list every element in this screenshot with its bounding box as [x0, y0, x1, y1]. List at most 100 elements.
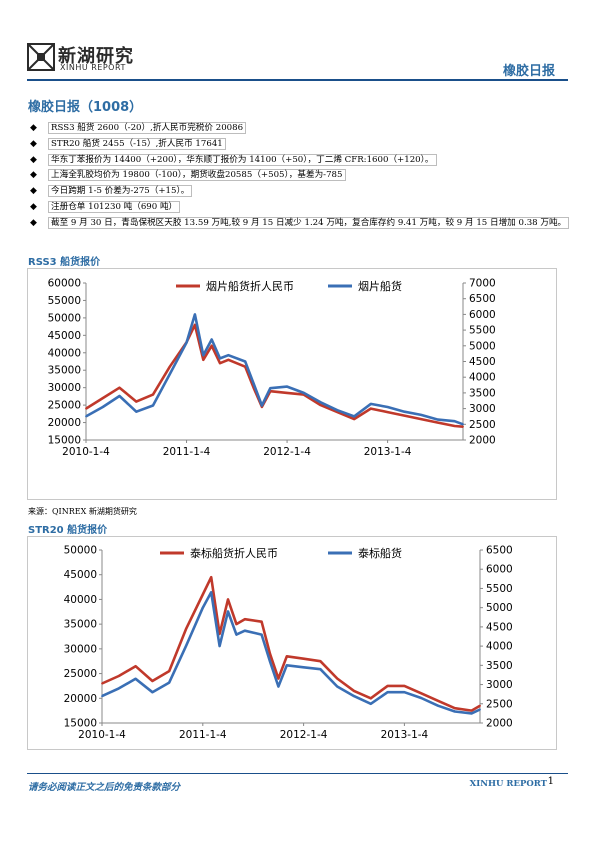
series-2-point	[336, 685, 339, 688]
series-2-point	[462, 423, 464, 426]
series-1-point	[151, 680, 154, 682]
footer-brand: XINHU REPORT	[469, 779, 547, 789]
series-2-point	[437, 418, 439, 421]
chart1-frame: 15000 20000 25000 30000 35000 40000 45000 50000…	[27, 268, 557, 500]
y-tick-label-right: 2500	[469, 419, 496, 431]
bullet-item: ◆ RSS3 船货 2600（-20）,折人民币完税价 20086	[30, 121, 570, 137]
str20-price-chart: 15000 20000 25000 30000 35000 40000 45000 50000…	[64, 545, 513, 742]
header-divider	[27, 79, 568, 81]
legend-label-2: 烟片船货	[358, 279, 402, 293]
series-2-point	[101, 406, 104, 408]
series-1-point	[135, 400, 138, 403]
y-tick-label-right: 7000	[469, 278, 496, 290]
series-1-point	[437, 421, 439, 424]
y-tick-label-right: 4500	[486, 621, 513, 633]
series-2-point	[185, 645, 187, 647]
series-1-point	[336, 677, 339, 680]
series-1-point	[302, 657, 305, 660]
bullet-item: ◆ 今日跨期 1-5 价差为-275（+15）。	[30, 184, 570, 200]
bullet-item: ◆ 注册仓单 101230 吨（690 吨）	[30, 200, 570, 216]
y-tick-label-left: 35000	[64, 619, 97, 631]
y-tick-label-left: 25000	[48, 400, 81, 412]
series-1-point	[269, 652, 271, 655]
series-2-point	[244, 360, 247, 363]
diamond-bullet-icon: ◆	[30, 154, 37, 165]
series-1-point	[210, 344, 213, 347]
series-1-point	[210, 576, 213, 579]
logo-text-en: XINHU REPORT	[60, 63, 126, 72]
diamond-bullet-icon: ◆	[30, 170, 37, 181]
chart2-section-label: STR20 船货报价	[28, 525, 108, 536]
series-1-point	[353, 418, 355, 420]
y-tick-label-right: 2500	[486, 698, 513, 710]
y-tick-label-right: 6000	[469, 309, 496, 321]
y-tick-label-right: 3000	[486, 679, 513, 691]
series-2-point	[227, 354, 230, 357]
series-1-point	[227, 358, 230, 361]
series-2-point	[453, 420, 456, 423]
series-line-1	[101, 575, 481, 712]
series-2-point	[135, 410, 138, 413]
y-tick-label-left: 40000	[64, 594, 97, 606]
series-1-point	[152, 393, 154, 396]
series-1-point	[420, 418, 422, 420]
series-2-point	[261, 404, 263, 407]
y-tick-label-left: 20000	[64, 693, 97, 705]
series-1-point	[117, 675, 120, 677]
series-1-point	[470, 709, 473, 712]
y-tick-label-right: 5000	[486, 602, 513, 614]
series-2-point	[403, 691, 406, 694]
series-2-point	[277, 685, 280, 688]
bullet-item: ◆ 华东丁苯报价为 14400（+200），华东顺丁报价为 14100（+50），…	[30, 153, 570, 169]
series-1-point	[101, 397, 104, 399]
series-2-point	[101, 695, 103, 697]
series-2-point	[219, 357, 221, 360]
y-tick-label-right: 2000	[486, 718, 513, 730]
y-tick-label-left: 60000	[48, 278, 81, 290]
series-1-point	[462, 425, 464, 428]
series-1-point	[285, 655, 288, 658]
y-tick-label-right: 5000	[469, 340, 496, 352]
series-1-point	[420, 692, 423, 695]
series-2-point	[437, 704, 439, 707]
y-tick-label-left: 50000	[64, 545, 97, 557]
y-tick-label-right: 3500	[486, 660, 513, 672]
diamond-bullet-icon: ◆	[30, 123, 37, 133]
y-tick-label-right: 2000	[469, 435, 496, 447]
x-tick-label: 2010-1-4	[62, 446, 110, 458]
y-tick-label-right: 4000	[486, 641, 513, 653]
series-2-point	[210, 338, 213, 341]
series-1-point	[219, 362, 221, 365]
legend-label-1: 烟片船货折人民币	[206, 279, 294, 293]
y-tick-label-left: 35000	[48, 365, 81, 377]
y-tick-label-right: 3500	[469, 387, 496, 399]
bullet-item: ◆ 截至 9 月 30 日，青岛保税区天胶 13.59 万吨,较 9 月 15 日…	[30, 216, 570, 232]
x-tick-label: 2011-1-4	[163, 446, 211, 458]
chart2-frame: 15000 20000 25000 30000 35000 40000 45000 50000…	[27, 536, 557, 750]
series-1-point	[403, 414, 406, 417]
y-tick-label-left: 15000	[48, 435, 81, 447]
series-2-point	[286, 385, 288, 388]
series-2-point	[252, 382, 255, 385]
series-1-point	[243, 618, 246, 621]
series-2-point	[85, 415, 87, 418]
series-2-point	[210, 591, 213, 594]
series-2-point	[235, 633, 238, 636]
y-tick-label-right: 4500	[469, 356, 496, 368]
series-2-point	[479, 708, 481, 711]
series-1-point	[85, 407, 87, 410]
series-1-point	[227, 598, 229, 601]
series-2-point	[243, 629, 246, 632]
series-1-point	[218, 633, 221, 635]
series-1-point	[369, 697, 372, 700]
series-2-point	[403, 410, 406, 413]
legend-label-2: 泰标船货	[358, 546, 402, 560]
series-2-point	[386, 691, 389, 694]
diamond-bullet-icon: ◆	[30, 138, 37, 149]
series-1-point	[403, 685, 406, 687]
series-2-point	[218, 645, 221, 647]
series-2-point	[134, 677, 137, 680]
y-tick-label-right: 6000	[486, 564, 513, 576]
diamond-bullet-icon: ◆	[30, 201, 37, 212]
series-1-point	[168, 670, 171, 672]
